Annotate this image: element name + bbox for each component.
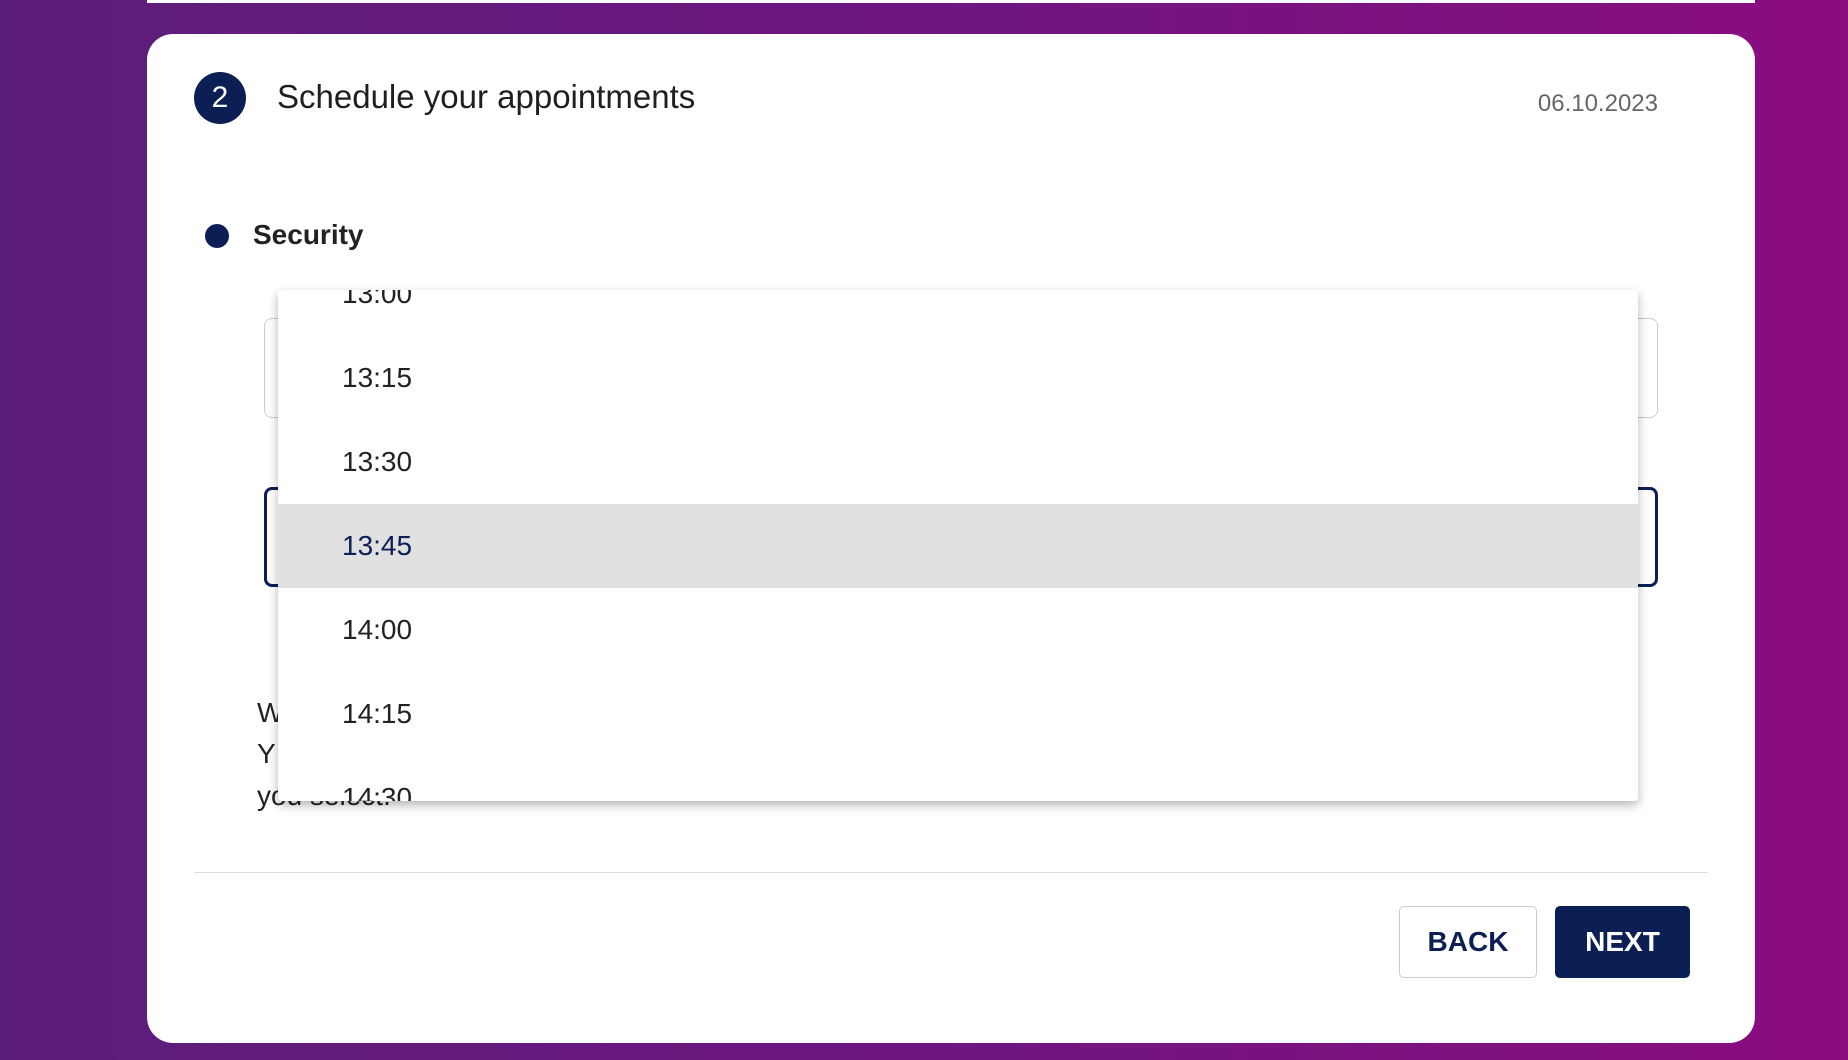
option[interactable]: 13:30 bbox=[342, 446, 413, 477]
dropdown: 13:00 13:15 13:30 13:45 14:00 14:15 14:30 bbox=[278, 290, 1638, 801]
section-label: Security bbox=[253, 219, 364, 250]
option[interactable]: 14:15 bbox=[342, 698, 413, 729]
info-text: Y bbox=[257, 738, 276, 769]
option[interactable]: 13:45 bbox=[278, 504, 1638, 588]
next-button[interactable]: NEXT bbox=[1555, 906, 1690, 978]
back-button[interactable]: BACK bbox=[1399, 906, 1537, 978]
option[interactable]: 14:00 bbox=[342, 614, 413, 645]
divider bbox=[194, 872, 1707, 873]
step-badge: 2 bbox=[194, 72, 246, 124]
title: Schedule your appointments bbox=[277, 78, 696, 115]
option[interactable]: 13:00 bbox=[342, 290, 413, 309]
option-list: 13:00 13:15 13:30 13:45 14:00 14:15 14:30 bbox=[278, 290, 1638, 801]
option[interactable]: 14:30 bbox=[342, 782, 413, 801]
date: 06.10.2023 bbox=[1537, 90, 1658, 117]
option[interactable]: 13:15 bbox=[342, 362, 413, 393]
section-dot bbox=[205, 224, 229, 248]
top-bar bbox=[147, 0, 1755, 3]
